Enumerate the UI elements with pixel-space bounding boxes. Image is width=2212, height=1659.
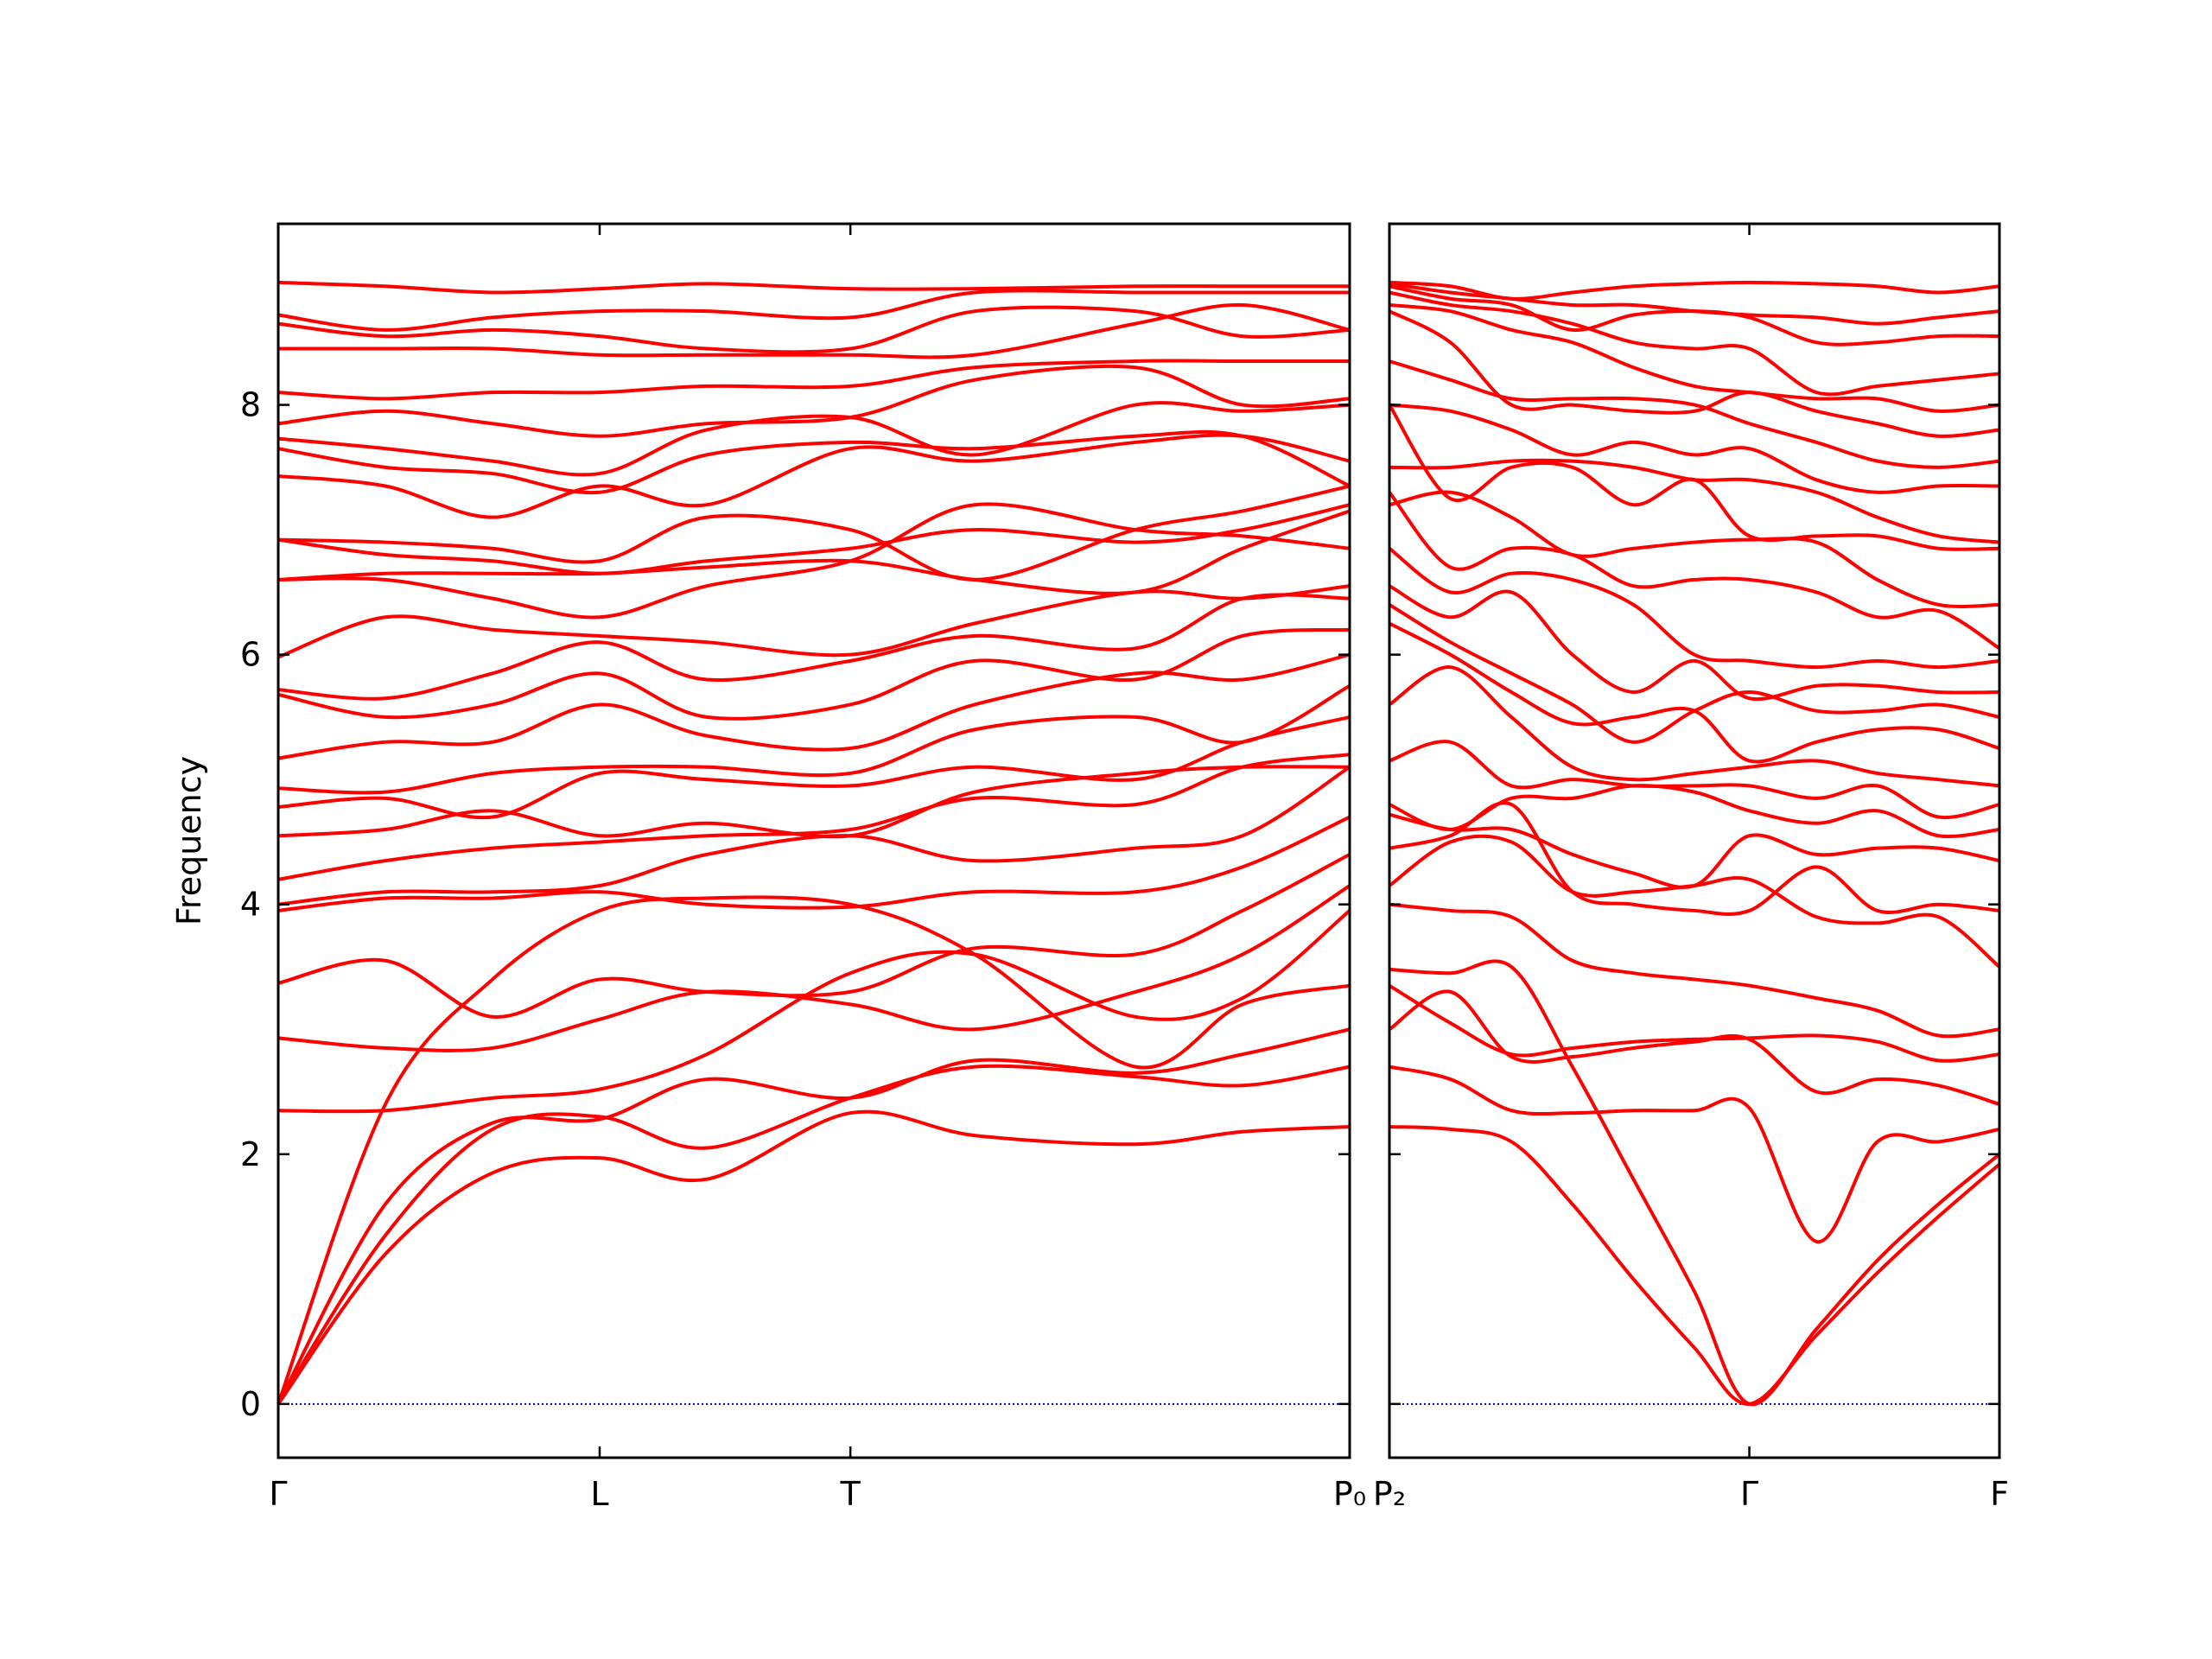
- band-line: [277, 884, 1351, 1052]
- x-tick-label: T: [840, 1475, 861, 1513]
- band-line: [276, 895, 1351, 1405]
- band-line: [1388, 989, 2000, 1106]
- band-line: [277, 302, 1351, 359]
- band-line: [277, 627, 1351, 721]
- band-line: [1388, 603, 2000, 744]
- band-line: [277, 684, 1351, 795]
- band-line: [1389, 959, 2001, 1407]
- band-line: [1389, 1124, 2001, 1406]
- band-line: [1389, 280, 2000, 301]
- y-tick-label: 8: [240, 386, 261, 424]
- band-line: [1389, 290, 2000, 397]
- band-line: [1388, 665, 2000, 788]
- y-tick-label: 0: [240, 1385, 261, 1423]
- x-tick-label: P₀: [1333, 1475, 1366, 1513]
- y-axis-label: Frequency: [170, 756, 208, 925]
- band-line: [277, 433, 1351, 519]
- band-line: [277, 503, 1351, 575]
- band-line: [277, 305, 1351, 354]
- band-line: [276, 1064, 1351, 1405]
- band-line: [276, 1027, 1351, 1405]
- band-line: [1389, 812, 2000, 889]
- band-line: [277, 364, 1351, 438]
- y-tick-label: 2: [240, 1135, 261, 1173]
- band-line: [277, 652, 1351, 760]
- band-line: [277, 584, 1351, 659]
- band-line: [1389, 740, 2000, 820]
- plot-frame: [276, 222, 1351, 1459]
- band-line: [277, 429, 1351, 495]
- band-line: [277, 765, 1351, 839]
- band-line: [1389, 902, 2000, 1039]
- x-tick-label: P₂: [1373, 1475, 1406, 1513]
- band-line: [277, 766, 1351, 906]
- x-tick-label: Γ: [1740, 1475, 1758, 1513]
- x-tick-label: Γ: [269, 1475, 287, 1513]
- band-line: [277, 280, 1350, 295]
- plot-frame: [1388, 222, 2001, 1459]
- band-line: [277, 484, 1351, 582]
- band-line: [1389, 302, 2000, 413]
- band-line: [1389, 403, 2000, 494]
- x-tick-label: F: [1990, 1475, 2009, 1513]
- band-line: [1389, 1065, 2000, 1243]
- y-tick-label: 6: [240, 636, 261, 674]
- band-line: [277, 401, 1351, 477]
- band-line: [277, 502, 1351, 620]
- band-line: [1389, 458, 2000, 544]
- band-line: [277, 289, 1350, 332]
- band-line: [276, 1109, 1351, 1406]
- band-line: [1389, 490, 2000, 608]
- band-line: [277, 509, 1351, 595]
- band-line: [1388, 491, 2001, 651]
- band-line: [1389, 784, 2000, 838]
- band-line: [277, 715, 1351, 820]
- x-tick-label: L: [590, 1475, 608, 1513]
- band-line: [1388, 547, 2000, 670]
- band-line: [277, 853, 1351, 1019]
- band-line: [1389, 584, 2000, 702]
- band-line: [277, 593, 1351, 701]
- band-line: [277, 815, 1351, 912]
- band-line: [1388, 983, 2000, 1063]
- y-tick-label: 4: [240, 886, 261, 924]
- band-line: [1389, 309, 2000, 438]
- band-line: [277, 359, 1350, 401]
- band-line: [1389, 359, 2000, 469]
